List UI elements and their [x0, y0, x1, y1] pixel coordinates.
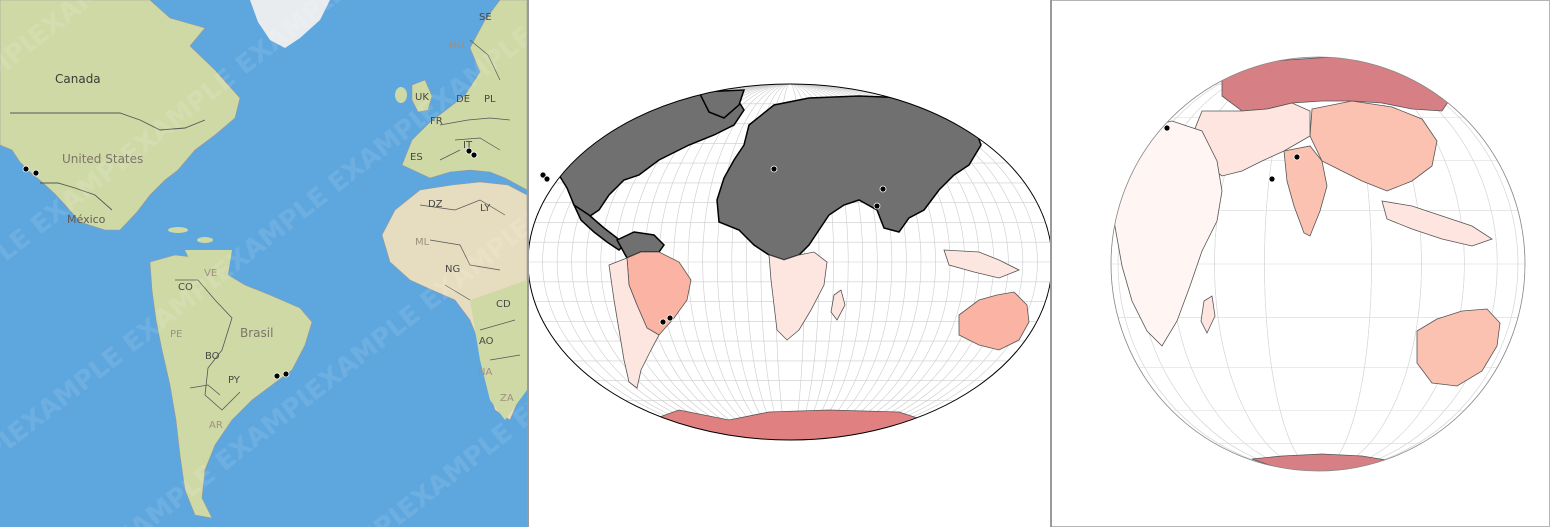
label-fr: FR — [430, 116, 443, 127]
label-es: ES — [410, 152, 423, 163]
location-marker[interactable] — [22, 165, 30, 173]
globe-meridian — [1214, 57, 1422, 471]
label-ly: LY — [480, 203, 491, 214]
web-map[interactable]: EXAMPLE EXAMPLE EXAMPLE EXAMPLE — [0, 0, 527, 527]
location-marker[interactable] — [659, 318, 667, 326]
mollweide-meridian — [542, 84, 1038, 440]
label-mexico: México — [67, 213, 106, 226]
label-ve: VE — [204, 268, 217, 279]
location-marker[interactable] — [770, 165, 778, 173]
mollweide-markers — [539, 165, 887, 326]
label-canada: Canada — [55, 72, 101, 86]
label-na: NA — [478, 367, 492, 378]
label-brasil: Brasil — [240, 326, 273, 340]
globe-map[interactable] — [1052, 1, 1549, 527]
watermark-overlay — [0, 0, 527, 527]
location-marker[interactable] — [666, 314, 674, 322]
mollweide-meridian — [571, 84, 1009, 440]
label-co: CO — [178, 282, 193, 293]
location-marker[interactable] — [273, 372, 281, 380]
australia-region — [958, 291, 1030, 351]
label-de: DE — [456, 94, 470, 105]
label-se: SE — [479, 12, 492, 23]
globe-meridian — [1117, 57, 1519, 471]
label-it: IT — [463, 140, 473, 151]
label-za: ZA — [500, 393, 514, 404]
location-marker[interactable] — [543, 175, 551, 183]
web-map-panel[interactable]: EXAMPLE EXAMPLE EXAMPLE EXAMPLE — [0, 0, 527, 527]
mollweide-meridian — [716, 84, 864, 440]
mollweide-outline — [529, 83, 1050, 441]
africa-region — [1113, 120, 1223, 347]
globe-outline — [1110, 56, 1526, 472]
location-marker[interactable] — [32, 169, 40, 177]
label-ao: AO — [479, 336, 494, 347]
madagascar-globe — [1200, 295, 1216, 334]
southeast-asia-globe — [1381, 200, 1493, 247]
label-dz: DZ — [428, 199, 443, 210]
location-marker[interactable] — [282, 370, 290, 378]
mollweide-meridian — [746, 84, 834, 440]
globe-meridian — [1264, 57, 1372, 471]
label-cd: CD — [496, 299, 511, 310]
label-pl: PL — [484, 94, 496, 105]
india-region — [1283, 145, 1328, 237]
southeast-asia-islands — [943, 249, 1020, 279]
label-uk: UK — [415, 92, 429, 103]
label-united-states: United States — [62, 152, 143, 166]
label-ar: AR — [209, 420, 223, 431]
location-marker[interactable] — [873, 202, 881, 210]
label-py: PY — [228, 375, 241, 386]
label-no: NO — [449, 40, 464, 51]
label-ng: NG — [445, 264, 460, 275]
location-marker[interactable] — [1293, 153, 1301, 161]
mollweide-meridian — [687, 84, 893, 440]
mollweide-meridian — [556, 84, 1024, 440]
mollweide-map[interactable] — [529, 0, 1050, 527]
label-ml: ML — [415, 237, 430, 248]
location-marker[interactable] — [1268, 175, 1276, 183]
location-marker[interactable] — [470, 151, 478, 159]
mollweide-meridian — [731, 84, 849, 440]
australia-globe — [1416, 308, 1501, 387]
southern-africa-region — [768, 251, 828, 341]
mollweide-panel[interactable] — [527, 0, 1052, 527]
south-america-rest — [608, 257, 660, 389]
location-marker[interactable] — [879, 185, 887, 193]
globe-markers — [1163, 124, 1301, 183]
location-marker[interactable] — [539, 171, 547, 179]
location-marker[interactable] — [465, 147, 473, 155]
globe-panel[interactable] — [1052, 0, 1550, 527]
greenland-highlight — [697, 89, 746, 119]
mollweide-meridian — [702, 84, 878, 440]
location-marker[interactable] — [1163, 124, 1171, 132]
madagascar — [830, 289, 846, 321]
label-pe: PE — [170, 329, 182, 340]
web-map-markers — [22, 147, 478, 380]
label-bo: BO — [205, 351, 220, 362]
